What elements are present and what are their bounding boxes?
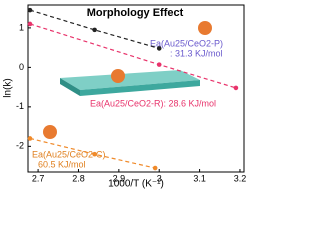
annotation: 60.5 KJ/mol (38, 159, 86, 169)
cluster-decor (111, 69, 125, 83)
data-point (156, 46, 162, 51)
x-tick-label: 3 (157, 173, 162, 183)
x-tick-label: 2.8 (72, 173, 85, 183)
annotation: Ea(Au25/CeO2-C) (32, 149, 106, 159)
chart-title: Morphology Effect (87, 7, 184, 19)
x-tick-label: 2.7 (32, 173, 45, 183)
cluster-decor (43, 125, 57, 139)
x-axis-label: 1000/T (K⁻¹) (108, 179, 164, 189)
chart: Morphology Effect 1000/T (K⁻¹) ln(k) Ea(… (3, 4, 247, 190)
data-point (156, 62, 162, 67)
y-tick-label: 0 (19, 62, 24, 72)
x-tick-label: 3.2 (234, 173, 247, 183)
data-point (92, 151, 97, 157)
y-tick-label: -1 (16, 101, 24, 111)
x-tick-label: 2.9 (113, 173, 126, 183)
data-point (152, 165, 158, 171)
data-point (92, 27, 97, 33)
cluster-decor (198, 21, 212, 35)
data-point (27, 21, 33, 27)
annotation: : 31.3 KJ/mol (170, 48, 223, 58)
annotation: Ea(Au25/CeO2-R): 28.6 KJ/mol (90, 98, 216, 108)
slab-decor (80, 80, 200, 96)
series-line (29, 9, 160, 50)
data-point (27, 136, 33, 141)
y-tick-label: -2 (16, 141, 24, 151)
plot-frame (27, 4, 245, 173)
x-tick-label: 3.1 (193, 173, 206, 183)
data-point (233, 85, 239, 91)
y-tick-label: 1 (19, 22, 24, 32)
y-axis-label: ln(k) (3, 78, 14, 97)
annotation: Ea(Au25/CeO2-P) (150, 38, 223, 48)
slab-decor (60, 70, 200, 90)
data-point (27, 7, 33, 13)
slab-decor (60, 78, 80, 96)
